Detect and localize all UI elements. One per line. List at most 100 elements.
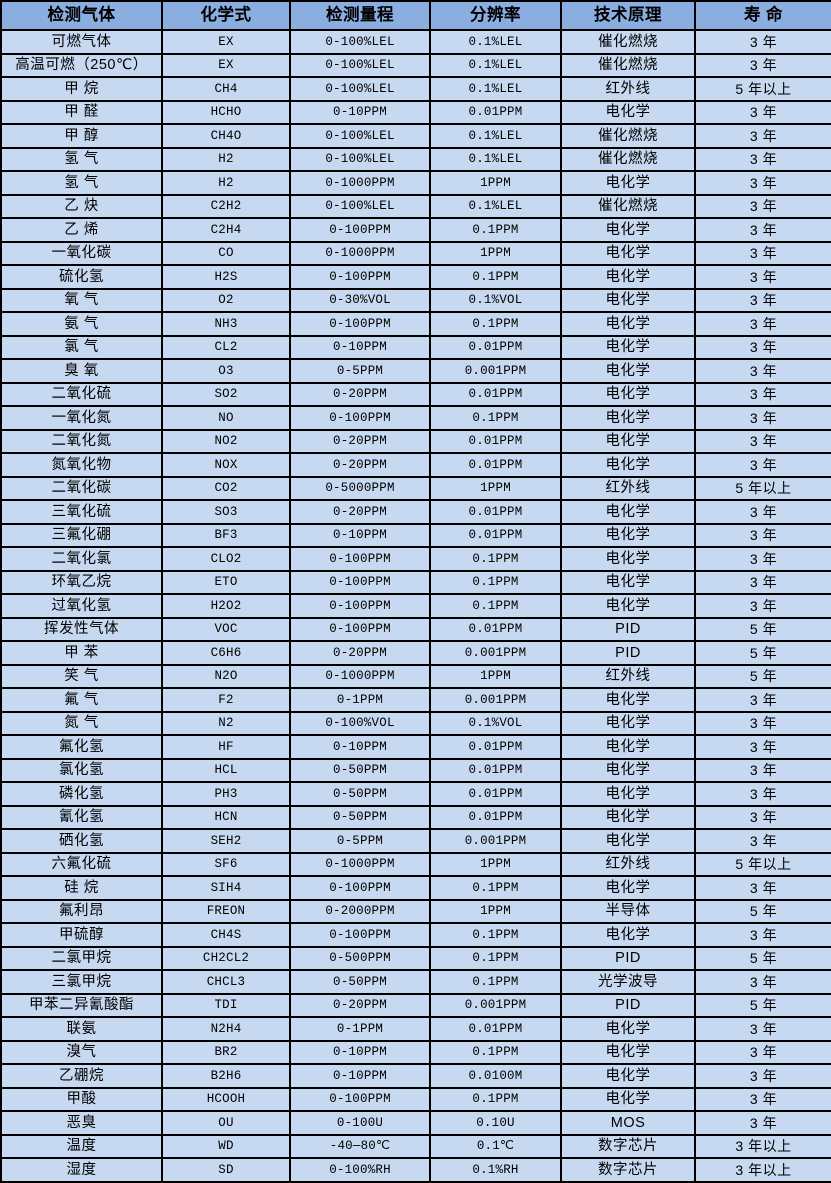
cell-tech: 半导体: [560, 898, 696, 924]
table-row: 甲苯二异氰酸酯 TDI 0-20PPM 0.001PPM PID 5 年: [0, 992, 831, 1018]
cell-tech: 电化学: [560, 217, 696, 243]
cell-life: 5 年: [694, 992, 831, 1018]
cell-form: BR2: [161, 1039, 291, 1065]
cell-life: 3 年: [694, 123, 831, 149]
cell-range: 0-20PPM: [289, 381, 431, 407]
cell-form: CLO2: [161, 546, 291, 572]
cell-res: 0.1PPM: [429, 969, 562, 995]
cell-res: 0.01PPM: [429, 734, 562, 760]
cell-form: SD: [161, 1157, 291, 1183]
cell-life: 3 年: [694, 1039, 831, 1065]
cell-gas: 臭 氧: [0, 358, 163, 384]
table-row: 挥发性气体 VOC 0-100PPM 0.01PPM PID 5 年: [0, 616, 831, 642]
cell-range: 0-100PPM: [289, 405, 431, 431]
cell-range: 0-100%LEL: [289, 76, 431, 102]
table-row: 甲酸 HCOOH 0-100PPM 0.1PPM 电化学 3 年: [0, 1086, 831, 1112]
cell-range: 0-10PPM: [289, 334, 431, 360]
cell-res: 0.1PPM: [429, 311, 562, 337]
cell-tech: 电化学: [560, 710, 696, 736]
cell-gas: 氟 气: [0, 687, 163, 713]
cell-range: 0-1000PPM: [289, 170, 431, 196]
table-row: 甲 醛 HCHO 0-10PPM 0.01PPM 电化学 3 年: [0, 99, 831, 125]
table-row: 氯 气 CL2 0-10PPM 0.01PPM 电化学 3 年: [0, 334, 831, 360]
cell-range: 0-10PPM: [289, 1039, 431, 1065]
cell-life: 5 年: [694, 898, 831, 924]
cell-life: 3 年: [694, 546, 831, 572]
cell-range: 0-20PPM: [289, 992, 431, 1018]
cell-tech: 电化学: [560, 828, 696, 854]
cell-res: 0.001PPM: [429, 358, 562, 384]
cell-tech: MOS: [560, 1110, 696, 1136]
cell-range: 0-100PPM: [289, 569, 431, 595]
cell-tech: 电化学: [560, 569, 696, 595]
cell-tech: 电化学: [560, 1063, 696, 1089]
cell-range: 0-20PPM: [289, 428, 431, 454]
cell-life: 3 年: [694, 569, 831, 595]
cell-tech: 红外线: [560, 851, 696, 877]
cell-res: 0.01PPM: [429, 1016, 562, 1042]
cell-range: 0-100%RH: [289, 1157, 431, 1183]
cell-res: 0.01PPM: [429, 381, 562, 407]
cell-range: 0-10PPM: [289, 99, 431, 125]
cell-tech: 电化学: [560, 452, 696, 478]
cell-life: 3 年: [694, 804, 831, 830]
cell-range: 0-30%VOL: [289, 287, 431, 313]
cell-res: 0.1PPM: [429, 217, 562, 243]
cell-res: 0.01PPM: [429, 757, 562, 783]
header-row: 检测气体 化学式 检测量程 分辨率 技术原理 寿 命: [0, 0, 831, 31]
cell-res: 0.1PPM: [429, 945, 562, 971]
table-header: 检测气体 化学式 检测量程 分辨率 技术原理 寿 命: [0, 0, 831, 31]
cell-range: 0-20PPM: [289, 452, 431, 478]
cell-gas: 湿度: [0, 1157, 163, 1183]
cell-range: 0-5PPM: [289, 828, 431, 854]
cell-form: N2H4: [161, 1016, 291, 1042]
cell-gas: 氢 气: [0, 146, 163, 172]
table-row: 三氧化硫 SO3 0-20PPM 0.01PPM 电化学 3 年: [0, 499, 831, 525]
cell-range: 0-1PPM: [289, 687, 431, 713]
cell-res: 0.001PPM: [429, 687, 562, 713]
cell-tech: 电化学: [560, 499, 696, 525]
cell-gas: 环氧乙烷: [0, 569, 163, 595]
column-header-technology: 技术原理: [560, 0, 696, 31]
table-row: 氟化氢 HF 0-10PPM 0.01PPM 电化学 3 年: [0, 734, 831, 760]
cell-gas: 硅 烷: [0, 875, 163, 901]
table-row: 三氟化硼 BF3 0-10PPM 0.01PPM 电化学 3 年: [0, 522, 831, 548]
table-row: 硒化氢 SEH2 0-5PPM 0.001PPM 电化学 3 年: [0, 828, 831, 854]
table-row: 甲 苯 C6H6 0-20PPM 0.001PPM PID 5 年: [0, 640, 831, 666]
cell-gas: 乙 烯: [0, 217, 163, 243]
cell-gas: 一氧化碳: [0, 240, 163, 266]
cell-res: 0.1PPM: [429, 1039, 562, 1065]
cell-life: 3 年: [694, 875, 831, 901]
cell-res: 0.1%VOL: [429, 710, 562, 736]
cell-form: CH4: [161, 76, 291, 102]
cell-res: 0.1%LEL: [429, 29, 562, 55]
table-row: 恶臭 OU 0-100U 0.10U MOS 3 年: [0, 1110, 831, 1136]
cell-life: 3 年: [694, 757, 831, 783]
cell-form: HCHO: [161, 99, 291, 125]
cell-form: SF6: [161, 851, 291, 877]
cell-gas: 二氧化碳: [0, 475, 163, 501]
cell-gas: 甲酸: [0, 1086, 163, 1112]
cell-life: 3 年: [694, 710, 831, 736]
cell-form: FREON: [161, 898, 291, 924]
cell-gas: 氯 气: [0, 334, 163, 360]
cell-form: HCL: [161, 757, 291, 783]
cell-res: 0.01PPM: [429, 499, 562, 525]
cell-res: 0.1PPM: [429, 569, 562, 595]
cell-tech: 电化学: [560, 1086, 696, 1112]
cell-life: 5 年: [694, 663, 831, 689]
cell-form: C2H2: [161, 193, 291, 219]
table-row: 氰化氢 HCN 0-50PPM 0.01PPM 电化学 3 年: [0, 804, 831, 830]
table-row: 氟 气 F2 0-1PPM 0.001PPM 电化学 3 年: [0, 687, 831, 713]
cell-tech: 电化学: [560, 311, 696, 337]
cell-form: F2: [161, 687, 291, 713]
cell-life: 3 年: [694, 334, 831, 360]
table-row: 一氧化碳 CO 0-1000PPM 1PPM 电化学 3 年: [0, 240, 831, 266]
cell-gas: 二氯甲烷: [0, 945, 163, 971]
table-row: 过氧化氢 H2O2 0-100PPM 0.1PPM 电化学 3 年: [0, 593, 831, 619]
cell-form: VOC: [161, 616, 291, 642]
cell-gas: 氧 气: [0, 287, 163, 313]
cell-form: NO2: [161, 428, 291, 454]
table-row: 氨 气 NH3 0-100PPM 0.1PPM 电化学 3 年: [0, 311, 831, 337]
cell-res: 1PPM: [429, 170, 562, 196]
